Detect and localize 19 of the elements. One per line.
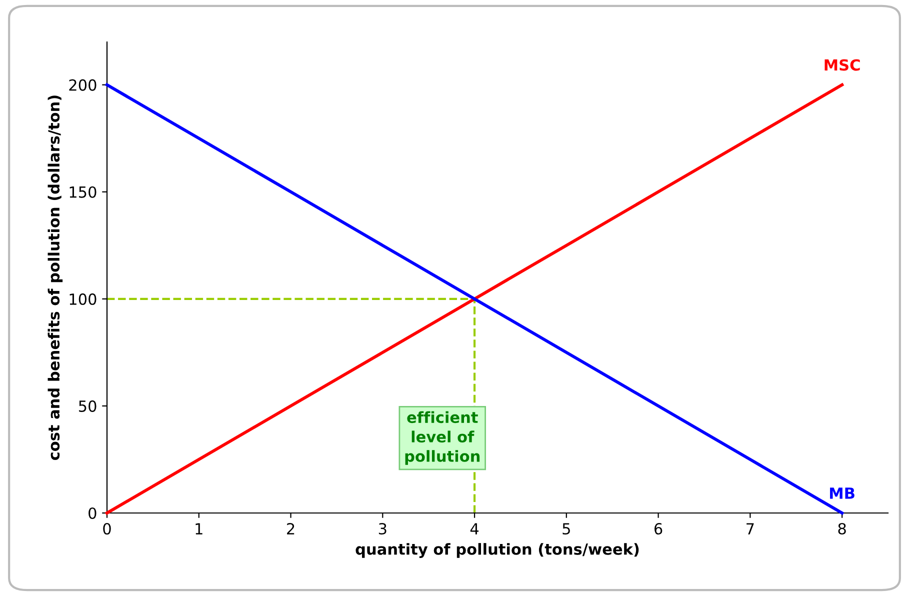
series-label: MSC — [824, 59, 860, 71]
x-tick-label: 6 — [654, 522, 662, 535]
x-tick-label: 5 — [562, 523, 570, 535]
y-tick-label: 50 — [79, 400, 96, 412]
y-axis-title: cost and benefits of pollution (dollars/ton) — [48, 96, 63, 460]
x-tick-label: 3 — [378, 522, 386, 535]
x-axis-title: quantity of pollution (tons/week) — [356, 543, 639, 558]
y-tick-label: 0 — [88, 507, 96, 520]
y-tick-label: 200 — [69, 79, 96, 91]
y-tick-label: 100 — [70, 293, 96, 305]
series-label: MB — [830, 488, 854, 499]
x-tick-label: 7 — [746, 523, 754, 534]
x-tick-label: 4 — [470, 523, 479, 534]
x-tick-label: 1 — [196, 523, 202, 534]
x-tick-label: 2 — [287, 522, 294, 534]
x-tick-label: 8 — [838, 522, 846, 535]
x-tick-label: 0 — [103, 522, 111, 535]
annotation: efficient level of pollution — [405, 411, 480, 465]
y-tick-label: 150 — [70, 186, 96, 198]
